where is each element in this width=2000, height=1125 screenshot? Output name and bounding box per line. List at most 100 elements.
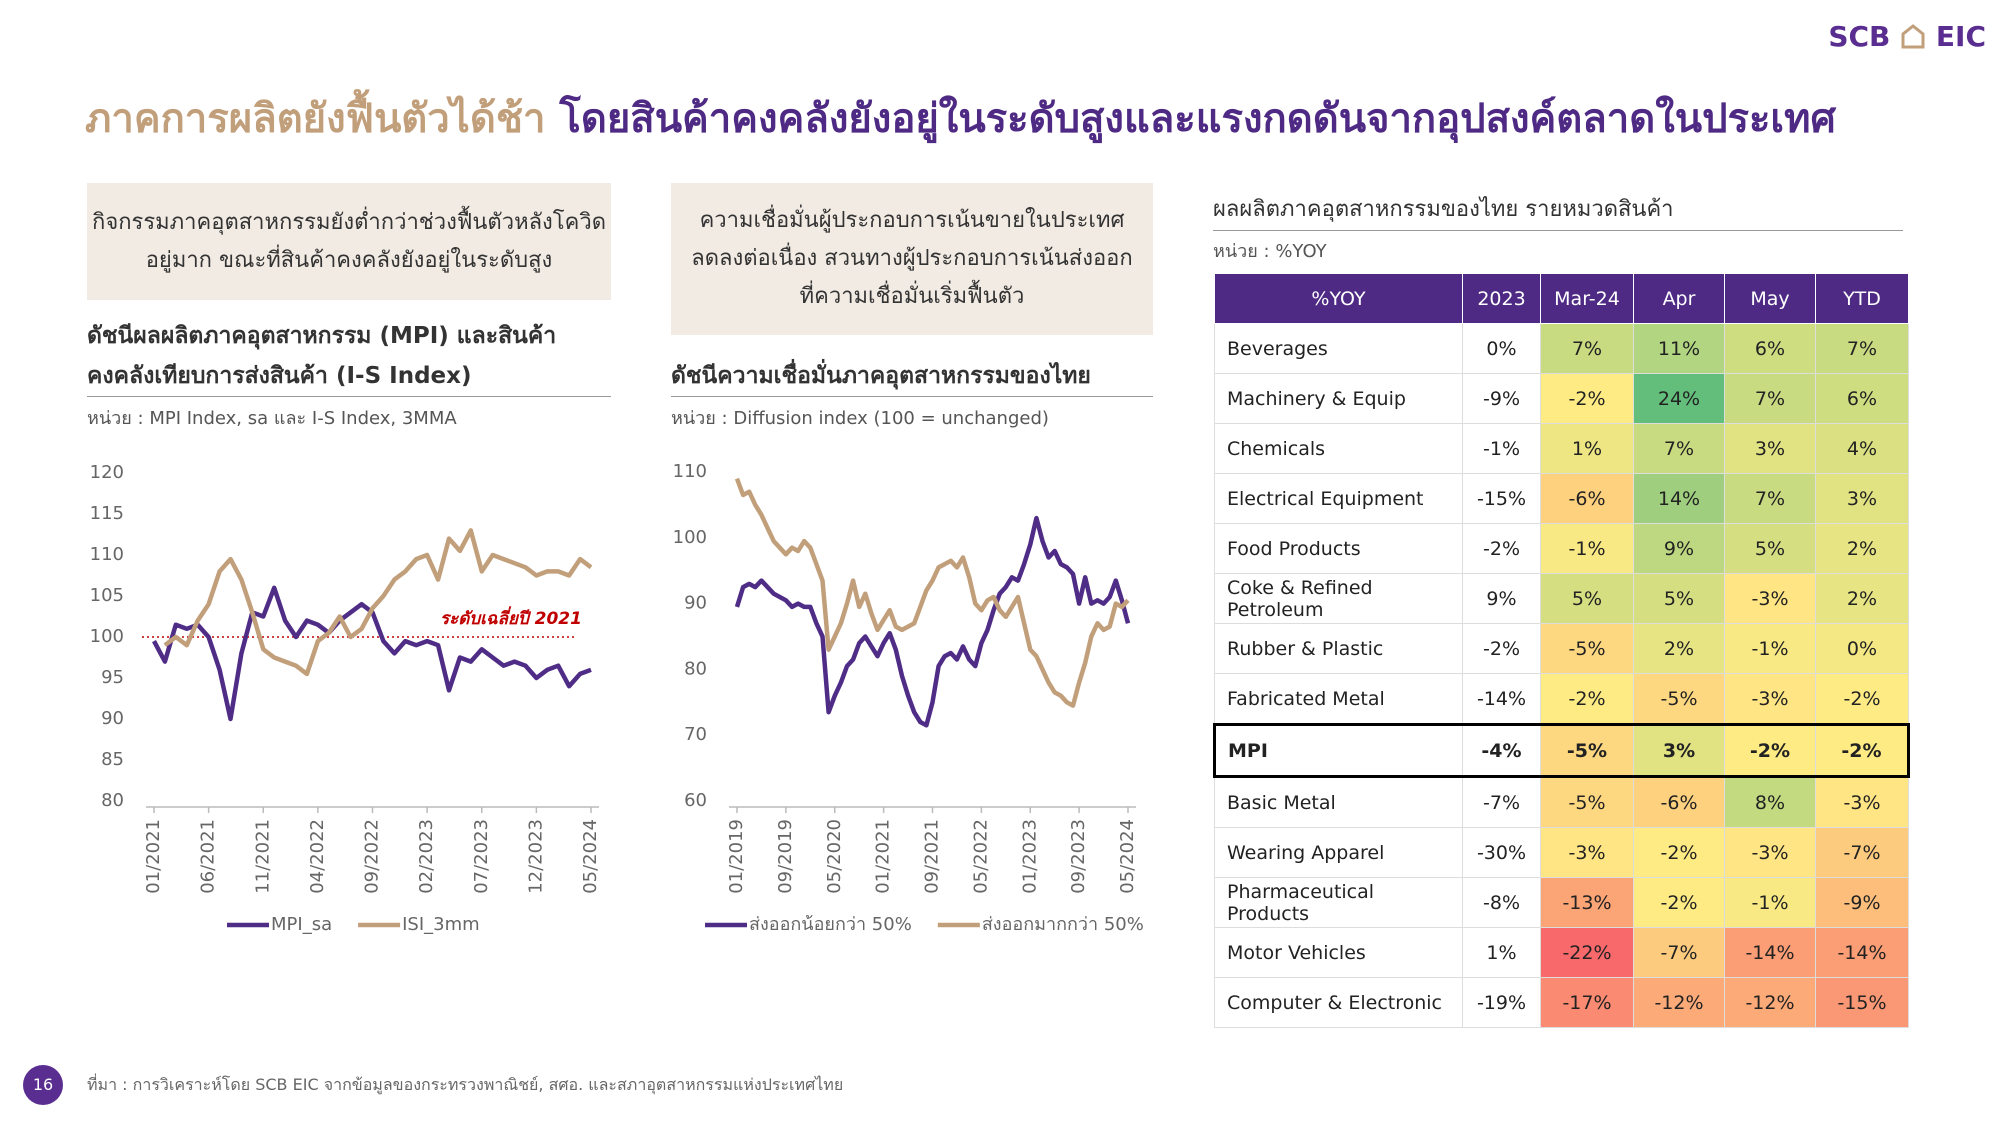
rule: [671, 396, 1153, 397]
unit: หน่วย : %YOY: [1213, 241, 1327, 262]
table-row: Beverages 0% 7% 11% 6% 7%: [1214, 323, 1909, 374]
note-line: อยู่มาก ขณะที่สินค้าคงคลังยังอยู่ในระดับ…: [145, 247, 553, 273]
chart-title-line: ดัชนีผลผลิตภาคอุตสาหกรรม (MPI) และสินค้า: [87, 323, 557, 349]
rule: [87, 396, 611, 397]
title-part: ภาคการผลิตยังฟื้นตัวได้ช้า: [85, 96, 546, 142]
value-cell: -3%: [1540, 827, 1634, 878]
note-line: ความเชื่อมั่นผู้ประกอบการเน้นขายในประเทศ: [699, 208, 1125, 233]
value-cell: -2%: [1633, 877, 1725, 928]
table-row: Computer & Electronic -19% -17% -12% -12% -15…: [1214, 977, 1909, 1028]
note-box: ความเชื่อมั่นผู้ประกอบการเน้นขายในประเทศ…: [671, 183, 1153, 335]
value-cell: -3%: [1815, 776, 1909, 828]
table-row: Wearing Apparel -30% -3% -2% -3% -7%: [1214, 827, 1909, 878]
note-line: ที่ความเชื่อมั่นเริ่มฟื้นตัว: [799, 284, 1025, 309]
value-cell: -1%: [1724, 877, 1816, 928]
label-cell: Coke & Refined Petroleum: [1214, 573, 1463, 624]
value-cell: -3%: [1724, 827, 1816, 878]
value-cell: -9%: [1815, 877, 1909, 928]
label-cell: Chemicals: [1214, 423, 1463, 474]
chart-title-line: ดัชนีความเชื่อมั่นภาคอุตสาหกรรมของไทย: [671, 363, 1091, 389]
value-cell: -5%: [1540, 776, 1634, 828]
label-cell: Beverages: [1214, 323, 1463, 374]
value-cell: -9%: [1462, 373, 1541, 424]
value-cell: -30%: [1462, 827, 1541, 878]
unit: หน่วย : Diffusion index (100 = unchanged…: [671, 408, 1049, 429]
y-tick-label: 120: [90, 462, 124, 483]
table: %YOY 2023 Mar-24 Apr May YTD Beverages 0% 7% 11% 6…: [1213, 273, 1910, 1028]
value-cell: 3%: [1724, 423, 1816, 474]
x-tick-label: 01/2021: [873, 819, 894, 894]
y-tick-label: 110: [673, 461, 707, 482]
title: ภาคการผลิตยังฟื้นตัวได้ช้า โดยสินค้าคงคล…: [85, 86, 1836, 150]
x-tick-label: 09/2023: [1068, 819, 1089, 894]
y-tick-label: 115: [90, 503, 124, 524]
value-cell: -14%: [1815, 927, 1909, 978]
y-tick-label: 90: [101, 708, 124, 729]
label-cell: Computer & Electronic: [1214, 977, 1463, 1028]
value-cell: -1%: [1540, 523, 1634, 574]
logo-text: SCB: [1828, 20, 1891, 53]
table-row: Coke & Refined Petroleum 9% 5% 5% -3% 2%: [1214, 573, 1909, 624]
table-row: Fabricated Metal -14% -2% -5% -3% -2%: [1214, 673, 1909, 725]
chart-title-line: คงคลังเทียบการส่งสินค้า (I-S Index): [87, 363, 472, 389]
x-tick-label: 05/2022: [970, 819, 991, 894]
value-cell: 7%: [1724, 373, 1816, 424]
value-cell: -6%: [1633, 776, 1725, 828]
value-cell: -2%: [1815, 673, 1909, 725]
header-cell: Mar-24: [1540, 273, 1634, 324]
y-tick-label: 70: [684, 724, 707, 745]
note-line: กิจกรรมภาคอุตสาหกรรมยังต่ำกว่าช่วงฟื้นตั…: [92, 209, 606, 235]
value-cell: -15%: [1462, 473, 1541, 524]
table-row: Chemicals -1% 1% 7% 3% 4%: [1214, 423, 1909, 474]
value-cell: -2%: [1462, 523, 1541, 574]
table-row: Electrical Equipment -15% -6% 14% 7% 3%: [1214, 473, 1909, 524]
logo-icon: [1901, 24, 1925, 49]
header-cell: YTD: [1815, 273, 1909, 324]
value-cell: 5%: [1633, 573, 1725, 624]
x-tick-label: 04/2022: [307, 819, 328, 894]
value-cell: 7%: [1540, 323, 1634, 374]
title-part: โดยสินค้าคงคลังยังอยู่ในระดับสูงและแรงกด…: [559, 96, 1836, 142]
header-cell: Apr: [1633, 273, 1725, 324]
value-cell: 1%: [1540, 423, 1634, 474]
value-cell: 4%: [1815, 423, 1909, 474]
y-tick-label: 80: [684, 658, 707, 679]
legend-label: ส่งออกน้อยกว่า 50%: [749, 914, 912, 935]
table-row: Basic Metal -7% -5% -6% 8% -3%: [1214, 776, 1909, 828]
value-cell: -5%: [1633, 673, 1725, 725]
label-cell: Rubber & Plastic: [1214, 623, 1463, 674]
legend-label: ISI_3mm: [402, 914, 480, 935]
table-title: ผลผลิตภาคอุตสาหกรรมของไทย รายหมวดสินค้า: [1213, 197, 1674, 222]
legend-label: ส่งออกมากกว่า 50%: [982, 914, 1144, 935]
label-cell: Food Products: [1214, 523, 1463, 574]
label-cell: Motor Vehicles: [1214, 927, 1463, 978]
label-cell: Machinery & Equip: [1214, 373, 1463, 424]
value-cell: 24%: [1633, 373, 1725, 424]
legend-label: MPI_sa: [271, 914, 332, 935]
reference-label: ระดับเฉลี่ยปี 2021: [440, 606, 582, 629]
chart-title: ดัชนีความเชื่อมั่นภาคอุตสาหกรรมของไทย: [671, 356, 1091, 396]
source: ที่มา : การวิเคราะห์โดย SCB EIC จากข้อมู…: [87, 1075, 844, 1094]
value-cell: 2%: [1633, 623, 1725, 674]
value-cell: -5%: [1540, 724, 1634, 777]
table-row: Pharmaceutical Products -8% -13% -2% -1% -9%: [1214, 877, 1909, 928]
logo-text: EIC: [1935, 20, 1986, 53]
x-tick-label: 05/2020: [824, 819, 845, 894]
value-cell: -8%: [1462, 877, 1541, 928]
value-cell: 9%: [1633, 523, 1725, 574]
value-cell: -12%: [1724, 977, 1816, 1028]
value-cell: -4%: [1462, 724, 1541, 777]
x-tick-label: 05/2024: [580, 819, 601, 894]
value-cell: 5%: [1724, 523, 1816, 574]
y-tick-label: 105: [90, 585, 124, 606]
value-cell: 7%: [1633, 423, 1725, 474]
value-cell: -3%: [1724, 673, 1816, 725]
value-cell: -14%: [1462, 673, 1541, 725]
x-tick-label: 02/2023: [416, 819, 437, 894]
value-cell: -22%: [1540, 927, 1634, 978]
value-cell: -2%: [1815, 724, 1909, 777]
value-cell: -15%: [1815, 977, 1909, 1028]
value-cell: 6%: [1815, 373, 1909, 424]
